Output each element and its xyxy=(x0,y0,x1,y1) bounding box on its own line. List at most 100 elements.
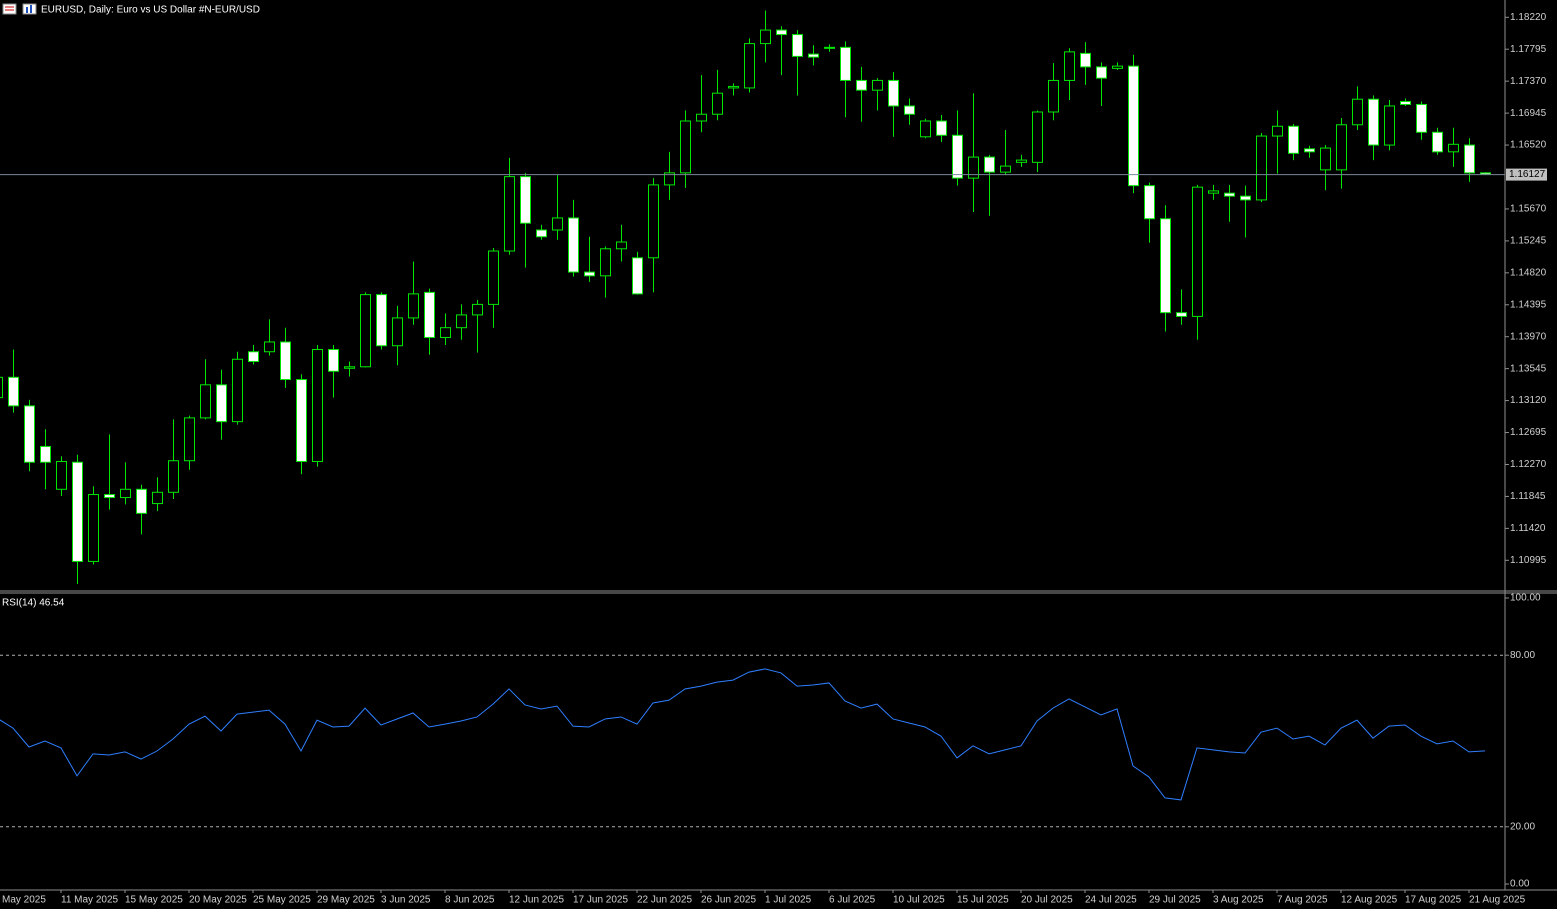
candle-body xyxy=(72,461,83,562)
x-tick-label: 17 Aug 2025 xyxy=(1405,895,1462,906)
candle-body xyxy=(1192,186,1203,317)
candle-body xyxy=(1320,147,1331,171)
candle-body xyxy=(1064,51,1075,81)
candle-body xyxy=(920,120,931,138)
x-tick-label: 7 Aug 2025 xyxy=(1277,895,1328,906)
rsi-line xyxy=(0,668,1486,801)
candle-body xyxy=(1336,124,1347,171)
x-tick-label: 21 Aug 2025 xyxy=(1469,895,1526,906)
candle-body xyxy=(776,29,787,36)
candle-body xyxy=(1160,218,1171,314)
candle-body xyxy=(56,460,67,490)
x-tick-label: 25 May 2025 xyxy=(253,895,311,906)
candle-body xyxy=(424,291,435,338)
y-tick-label: 1.15245 xyxy=(1510,236,1547,247)
candle-body xyxy=(808,53,819,58)
candle-body xyxy=(1032,111,1043,163)
candle-body xyxy=(264,341,275,353)
chart-icon[interactable] xyxy=(22,3,37,15)
y-tick-label: 1.12270 xyxy=(1510,459,1547,470)
candle-body xyxy=(712,92,723,115)
candle-body xyxy=(696,113,707,122)
y-tick-label: 1.11420 xyxy=(1510,523,1546,534)
menu-icon[interactable] xyxy=(2,3,17,15)
y-tick-label: 1.17795 xyxy=(1510,44,1547,55)
x-tick-label: 17 Jun 2025 xyxy=(573,895,628,906)
candle-body xyxy=(744,43,755,89)
candle-body xyxy=(1256,135,1267,201)
candle-body xyxy=(584,271,595,277)
y-tick-label: 20.00 xyxy=(1510,821,1535,832)
candle-body xyxy=(1144,185,1155,220)
candle-body xyxy=(680,120,691,174)
y-tick-label: 1.12695 xyxy=(1510,427,1547,438)
candle-body xyxy=(632,257,643,295)
y-tick-label: 1.15670 xyxy=(1510,204,1547,215)
y-tick-label: 0.00 xyxy=(1510,879,1530,890)
candle-body xyxy=(360,294,371,368)
candle-body xyxy=(200,384,211,419)
y-tick-label: 80.00 xyxy=(1510,650,1535,661)
candle-body xyxy=(504,176,515,252)
candle-body xyxy=(1080,52,1091,68)
candle-body xyxy=(8,376,19,407)
x-tick-label: 12 Aug 2025 xyxy=(1341,895,1398,906)
candle-body xyxy=(1448,143,1459,153)
candle-body xyxy=(472,303,483,316)
x-tick-label: 12 Jun 2025 xyxy=(509,895,564,906)
candle-body xyxy=(872,79,883,91)
candle-body xyxy=(1368,98,1379,146)
x-tick-label: 20 Jul 2025 xyxy=(1021,895,1073,906)
candle-body xyxy=(440,327,451,338)
x-tick-label: 3 Aug 2025 xyxy=(1213,895,1264,906)
current-price-box xyxy=(1506,168,1547,181)
candle-body xyxy=(248,351,259,363)
candle-body xyxy=(184,417,195,462)
x-tick-label: 24 Jul 2025 xyxy=(1085,895,1137,906)
candle-body xyxy=(968,156,979,179)
candle-body xyxy=(120,488,131,499)
candle-body xyxy=(984,156,995,173)
current-price-label: 1.16127 xyxy=(1509,169,1546,180)
candle-body xyxy=(40,445,51,463)
candle-body xyxy=(1384,105,1395,146)
candle-body xyxy=(344,366,355,369)
icon-bar xyxy=(30,5,32,13)
y-tick-label: 1.17370 xyxy=(1510,76,1547,87)
y-tick-label: 1.13120 xyxy=(1510,395,1547,406)
candle-body xyxy=(840,46,851,81)
candle-body xyxy=(488,250,499,305)
candle-body xyxy=(104,494,115,499)
candle-body xyxy=(1000,165,1011,173)
candle-body xyxy=(1288,125,1299,154)
candle-body xyxy=(168,460,179,493)
x-tick-label: 29 Jul 2025 xyxy=(1149,895,1201,906)
x-tick-label: 10 Jul 2025 xyxy=(893,895,945,906)
candle-body xyxy=(520,176,531,224)
candle-body xyxy=(296,379,307,462)
y-tick-label: 1.16945 xyxy=(1510,108,1547,119)
candle-body xyxy=(552,217,563,231)
x-tick-label: 15 May 2025 xyxy=(125,895,183,906)
y-tick-label: 1.14820 xyxy=(1510,267,1547,278)
x-tick-label: 6 Jul 2025 xyxy=(829,895,876,906)
candle-body xyxy=(904,105,915,115)
candle-body xyxy=(376,294,387,347)
candle-body xyxy=(392,317,403,347)
candle-body xyxy=(1128,65,1139,187)
x-tick-label: 15 Jul 2025 xyxy=(957,895,1009,906)
candle-body xyxy=(0,376,3,399)
candle-body xyxy=(280,341,291,381)
x-tick-label: 1 Jul 2025 xyxy=(765,895,812,906)
candle-body xyxy=(600,248,611,277)
x-tick-label: May 2025 xyxy=(2,895,46,906)
y-tick-label: 1.13545 xyxy=(1510,363,1547,374)
candle-body xyxy=(1304,148,1315,153)
candle-body xyxy=(568,217,579,273)
candle-body xyxy=(1416,103,1427,133)
candle-body xyxy=(1240,195,1251,201)
candle-body xyxy=(1176,312,1187,317)
candle-body xyxy=(824,46,835,49)
